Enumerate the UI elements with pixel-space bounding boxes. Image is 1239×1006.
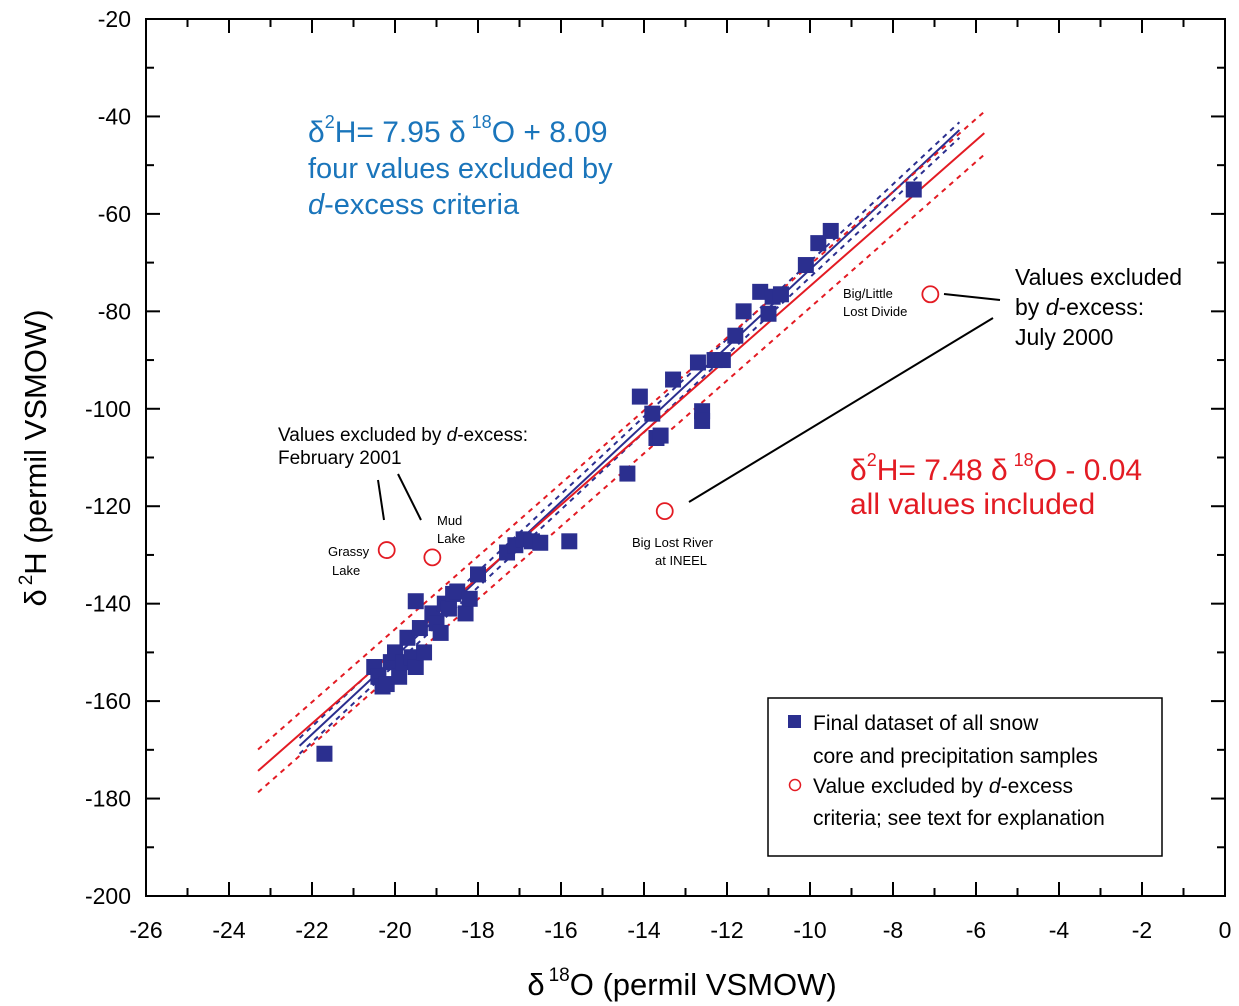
x-tick-labels: -26 -24 -22 -20 -18 -16 -14 -12 -10 -8 -6 -4 -2 0 — [129, 917, 1231, 943]
dataset-point — [440, 600, 457, 617]
x-tick-label: -24 — [212, 917, 245, 943]
x-tick-label: -2 — [1132, 917, 1152, 943]
y-tick-label: -160 — [85, 688, 131, 714]
dataset-point — [665, 371, 682, 388]
legend-item-1-line-2: core and precipitation samples — [813, 745, 1098, 768]
x-tick-label: -20 — [378, 917, 411, 943]
dataset-point — [714, 352, 731, 369]
legend-item-2-line-1: Value excluded by d-excess — [813, 775, 1073, 798]
dataset-point — [727, 327, 744, 344]
dataset-point — [461, 590, 478, 607]
mud-lake-label-1: Mud — [437, 513, 462, 528]
dataset-point — [470, 566, 486, 583]
dataset-point — [644, 405, 661, 422]
x-tick-label: -14 — [627, 917, 660, 943]
legend-square-marker — [788, 715, 801, 728]
dataset-point — [760, 305, 777, 322]
legend-item-2-line-2: criteria; see text for explanation — [813, 807, 1105, 830]
x-tick-label: -26 — [129, 917, 162, 943]
dataset-point — [561, 533, 578, 550]
x-tick-label: -18 — [461, 917, 494, 943]
dataset-point — [735, 303, 752, 320]
x-tick-label: 0 — [1219, 917, 1232, 943]
svg-text:by d-excess:: by d-excess: — [1015, 294, 1144, 320]
dataset-point — [399, 629, 416, 646]
x-axis-title: δ 18O (permil VSMOW) — [527, 965, 836, 1002]
july-note: Values excluded by d-excess: July 2000 — [688, 264, 1182, 503]
dataset-point — [407, 593, 424, 610]
big-little-label-2: Lost Divide — [843, 304, 907, 319]
y-tick-label: -180 — [85, 786, 131, 812]
dataset-point — [689, 354, 706, 371]
excluded-point — [655, 502, 674, 520]
data-points — [316, 181, 940, 762]
y-tick-label: -20 — [98, 6, 131, 32]
y-tick-label: -200 — [85, 883, 131, 909]
svg-text:Values excluded by d-excess:: Values excluded by d-excess: — [278, 425, 528, 446]
dataset-point — [411, 620, 428, 637]
dataset-point — [378, 676, 395, 693]
dataset-point — [316, 745, 333, 762]
svg-text:July 2000: July 2000 — [1015, 324, 1113, 350]
y-tick-label: -60 — [98, 201, 131, 227]
axis-ticks — [145, 18, 1226, 897]
grassy-lake-label-2: Lake — [332, 563, 360, 578]
y-axis-title: δ2H (permil VSMOW) — [16, 309, 53, 606]
red-confidence-band — [257, 110, 985, 751]
legend: Final dataset of all snow core and preci… — [767, 697, 1163, 857]
dataset-point — [822, 222, 839, 239]
y-tick-label: -80 — [98, 298, 131, 324]
dataset-point — [416, 644, 433, 661]
x-tick-label: -12 — [710, 917, 743, 943]
dataset-point — [797, 257, 814, 274]
dataset-point — [391, 668, 408, 685]
x-tick-label: -16 — [544, 917, 577, 943]
legend-circle-marker — [788, 778, 802, 792]
svg-text:Values excluded: Values excluded — [1015, 264, 1182, 290]
svg-text:February 2001: February 2001 — [278, 448, 402, 469]
x-tick-label: -8 — [883, 917, 903, 943]
dataset-point — [432, 624, 449, 641]
dataset-point — [457, 605, 474, 622]
dataset-point — [810, 235, 827, 252]
grassy-lake-label-1: Grassy — [328, 544, 370, 559]
february-note: Values excluded by d-excess: February 20… — [278, 425, 528, 521]
mud-lake-label-2: Lake — [437, 531, 465, 546]
dataset-point — [407, 659, 424, 676]
excluded-point — [921, 285, 940, 304]
dataset-point — [449, 583, 466, 600]
point-labels: Grassy Lake Mud Lake Big Lost River at I… — [328, 286, 907, 578]
excluded-point — [377, 541, 396, 559]
red-equation: δ2H= 7.48 δ 18O - 0.04 — [850, 450, 1142, 487]
legend-item-1-line-1: Final dataset of all snow — [813, 712, 1039, 735]
dataset-point — [619, 465, 636, 482]
dataset-point — [905, 181, 922, 198]
dataset-point — [631, 388, 648, 405]
x-tick-label: -10 — [793, 917, 826, 943]
x-tick-label: -22 — [295, 917, 328, 943]
blue-equation: δ2H= 7.95 δ 18O + 8.09 — [308, 112, 608, 149]
dataset-point — [532, 534, 549, 551]
y-tick-label: -40 — [98, 103, 131, 129]
blue-note-line2: four values excluded by — [308, 153, 613, 185]
dataset-point — [752, 283, 769, 300]
big-little-label-1: Big/Little — [843, 286, 893, 301]
big-lost-label-2: at INEEL — [655, 553, 707, 568]
red-equation-annotation: δ2H= 7.48 δ 18O - 0.04 all values include… — [850, 450, 1142, 521]
dataset-point — [652, 427, 669, 444]
excluded-point — [423, 548, 442, 567]
blue-equation-annotation: δ2H= 7.95 δ 18O + 8.09 four values exclud… — [308, 112, 613, 221]
dataset-point — [694, 412, 711, 429]
x-tick-label: -6 — [966, 917, 986, 943]
y-tick-label: -120 — [85, 493, 131, 519]
y-tick-label: -100 — [85, 396, 131, 422]
blue-note-line3: d-excess criteria — [308, 189, 520, 221]
x-tick-label: -4 — [1049, 917, 1070, 943]
y-tick-labels: -20 -40 -60 -80 -100 -120 -140 -160 -180 -200 — [85, 6, 131, 909]
red-note-line2: all values included — [850, 488, 1095, 521]
y-tick-label: -140 — [85, 591, 131, 617]
big-lost-label-1: Big Lost River — [632, 535, 714, 550]
dataset-point — [772, 286, 789, 303]
